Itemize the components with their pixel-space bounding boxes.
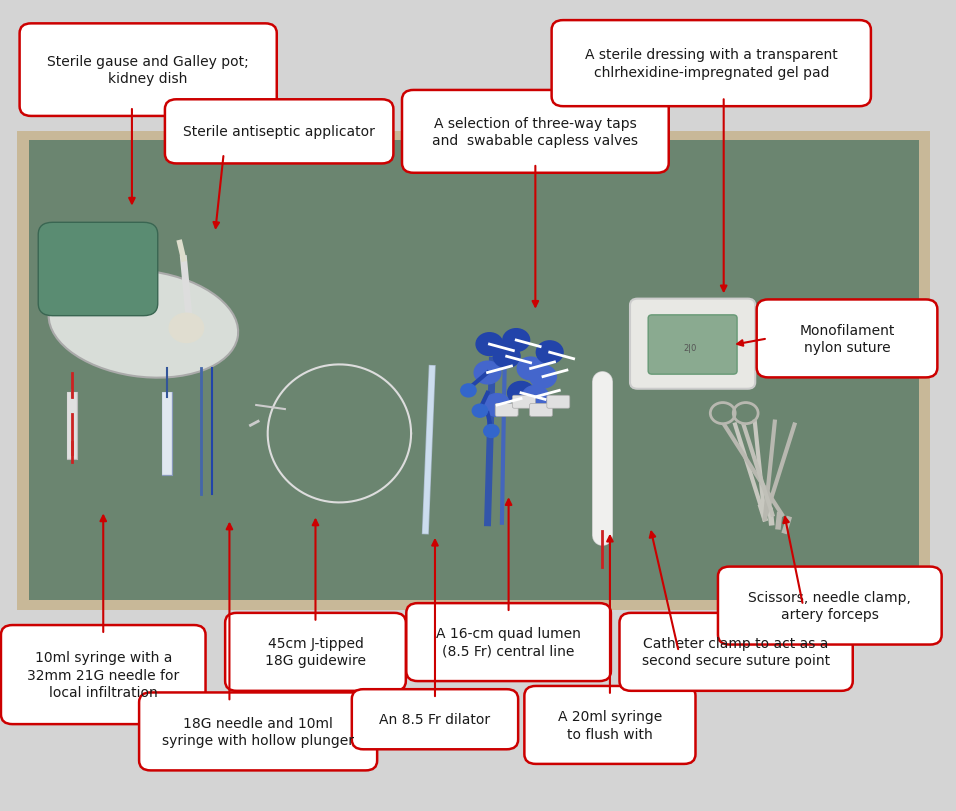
Circle shape	[472, 405, 488, 418]
FancyBboxPatch shape	[495, 404, 518, 417]
Text: A selection of three-way taps
and  swabable capless valves: A selection of three-way taps and swabab…	[432, 117, 639, 148]
Text: Sterile gause and Galley pot;
kidney dish: Sterile gause and Galley pot; kidney dis…	[47, 55, 250, 86]
Circle shape	[517, 358, 544, 380]
Text: A 16-cm quad lumen
(8.5 Fr) central line: A 16-cm quad lumen (8.5 Fr) central line	[436, 627, 581, 658]
Text: Catheter clamp to act as a
second secure suture point: Catheter clamp to act as a second secure…	[642, 637, 830, 667]
FancyBboxPatch shape	[619, 613, 853, 691]
FancyBboxPatch shape	[352, 689, 518, 749]
FancyBboxPatch shape	[552, 21, 871, 107]
FancyBboxPatch shape	[547, 396, 570, 409]
Circle shape	[476, 333, 503, 356]
FancyBboxPatch shape	[406, 603, 611, 681]
Text: An 8.5 Fr dilator: An 8.5 Fr dilator	[380, 712, 490, 727]
FancyBboxPatch shape	[402, 91, 668, 174]
Circle shape	[474, 362, 501, 384]
FancyBboxPatch shape	[38, 223, 158, 316]
FancyBboxPatch shape	[524, 686, 695, 764]
FancyBboxPatch shape	[652, 332, 728, 364]
FancyBboxPatch shape	[225, 613, 405, 691]
Circle shape	[530, 366, 556, 388]
FancyBboxPatch shape	[718, 567, 942, 645]
FancyBboxPatch shape	[530, 404, 553, 417]
Circle shape	[522, 386, 549, 409]
FancyBboxPatch shape	[164, 101, 394, 165]
FancyBboxPatch shape	[1, 625, 206, 724]
FancyBboxPatch shape	[512, 396, 535, 409]
FancyBboxPatch shape	[630, 299, 755, 389]
Text: A sterile dressing with a transparent
chlrhexidine-impregnated gel pad: A sterile dressing with a transparent ch…	[585, 49, 837, 79]
Ellipse shape	[49, 271, 238, 378]
Circle shape	[169, 314, 204, 343]
Text: Monofilament
nylon suture: Monofilament nylon suture	[799, 324, 895, 354]
FancyBboxPatch shape	[29, 141, 919, 600]
Circle shape	[508, 382, 534, 405]
FancyBboxPatch shape	[140, 693, 377, 770]
Circle shape	[536, 341, 563, 364]
Text: A 20ml syringe
to flush with: A 20ml syringe to flush with	[557, 710, 663, 740]
Circle shape	[461, 384, 476, 397]
Circle shape	[484, 394, 511, 417]
Text: 10ml syringe with a
32mm 21G needle for
local infiltration: 10ml syringe with a 32mm 21G needle for …	[27, 650, 180, 699]
Circle shape	[484, 425, 499, 438]
Text: 2|0: 2|0	[684, 343, 697, 353]
Text: Scissors, needle clamp,
artery forceps: Scissors, needle clamp, artery forceps	[749, 590, 911, 621]
Circle shape	[503, 329, 530, 352]
Text: 18G needle and 10ml
syringe with hollow plunger: 18G needle and 10ml syringe with hollow …	[163, 716, 354, 747]
Text: Sterile antiseptic applicator: Sterile antiseptic applicator	[184, 125, 375, 139]
Text: 45cm J-tipped
18G guidewire: 45cm J-tipped 18G guidewire	[265, 637, 366, 667]
FancyBboxPatch shape	[17, 131, 930, 610]
FancyBboxPatch shape	[756, 300, 937, 378]
Circle shape	[493, 345, 520, 368]
FancyBboxPatch shape	[648, 315, 737, 375]
FancyBboxPatch shape	[20, 24, 277, 117]
